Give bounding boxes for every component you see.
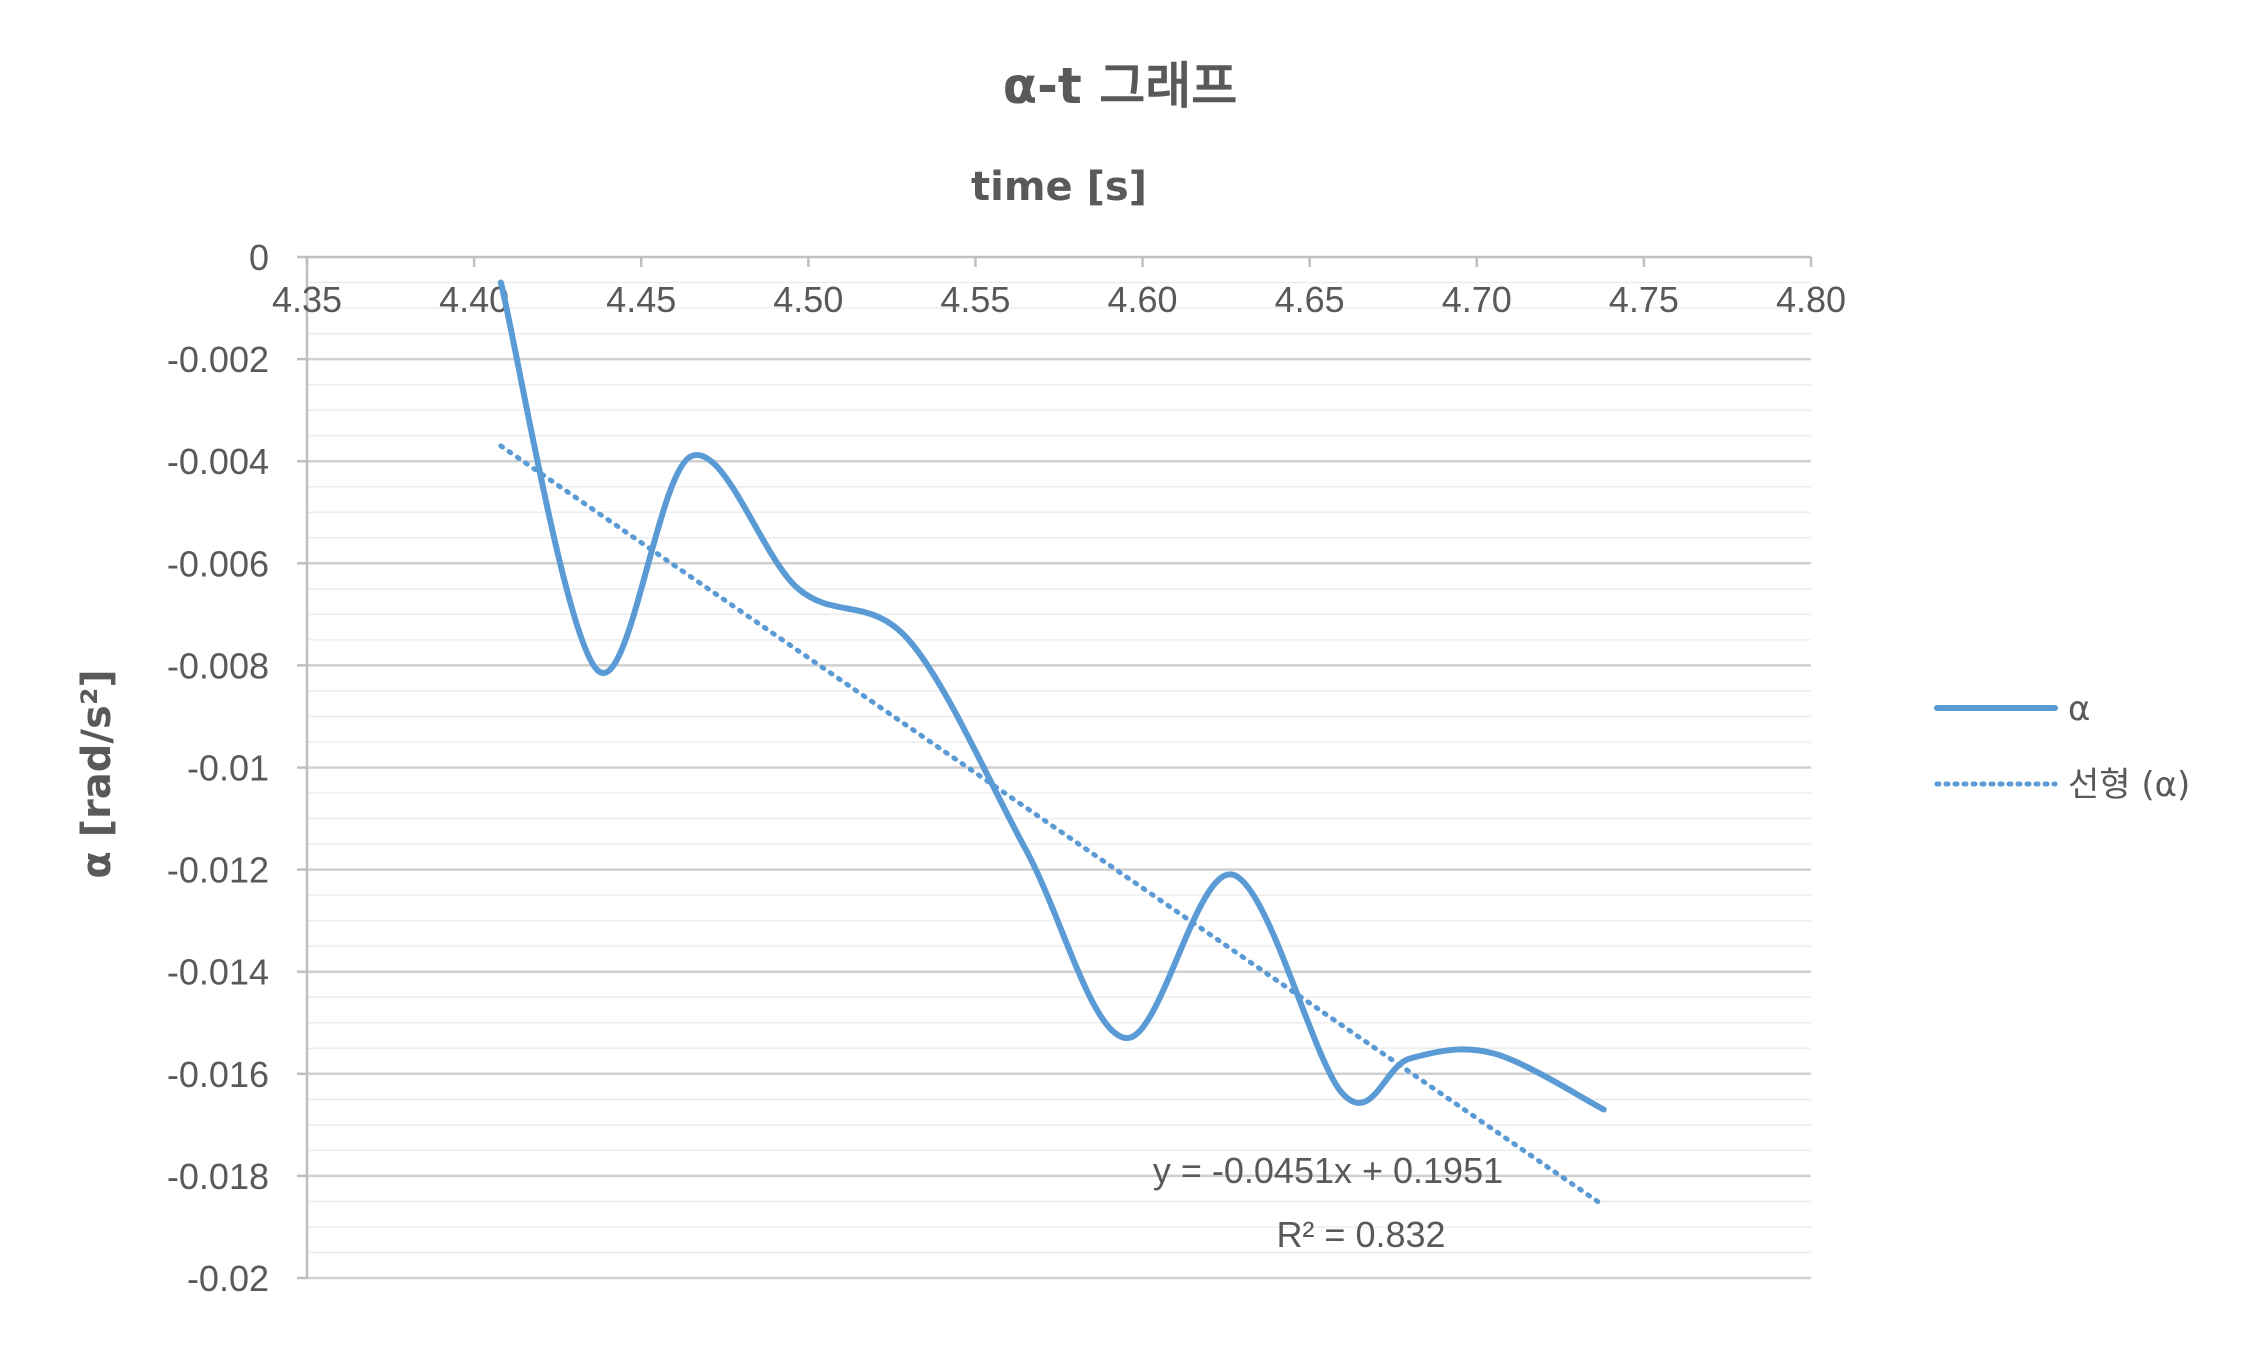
y-tick-label: -0.016	[167, 1054, 269, 1095]
y-axis-title: α [rad/s²]	[74, 669, 120, 878]
x-tick-labels: 4.35 4.40 4.45 4.50 4.55 4.60 4.65 4.70 4.75 4.80	[272, 279, 1846, 320]
y-tick-label: -0.02	[187, 1258, 269, 1299]
legend-label-alpha: α	[2068, 689, 2090, 729]
series-line-alpha	[497, 279, 1607, 1113]
y-tick-label: -0.012	[167, 850, 269, 891]
y-tick-labels: 0 -0.002 -0.004 -0.006 -0.008 -0.01 -0.012 -0.0…	[167, 237, 269, 1299]
y-tick-label: -0.002	[167, 339, 269, 380]
y-tick-label: -0.008	[167, 645, 269, 686]
x-tick-label: 4.80	[1776, 279, 1846, 320]
x-tick-label: 4.70	[1442, 279, 1512, 320]
chart-title: α-t 그래프	[1003, 57, 1237, 115]
x-tick-label: 4.75	[1609, 279, 1679, 320]
x-tick-label: 4.45	[606, 279, 676, 320]
y-tick-label: 0	[249, 237, 269, 278]
x-tick-label: 4.50	[773, 279, 843, 320]
gridlines	[307, 281, 1811, 1280]
y-tick-label: -0.006	[167, 543, 269, 584]
legend: α 선형 (α)	[1934, 689, 2190, 805]
y-tick-label: -0.014	[167, 952, 269, 993]
axes	[297, 255, 1813, 1280]
trendline-group	[498, 443, 1607, 1209]
x-tick-label: 4.60	[1108, 279, 1178, 320]
trendline	[498, 443, 1607, 1209]
y-tick-label: -0.018	[167, 1156, 269, 1197]
y-tick-label: -0.01	[187, 748, 269, 789]
x-tick-label: 4.35	[272, 279, 342, 320]
trendline-r-squared: R² = 0.832	[1276, 1214, 1445, 1255]
y-tick-label: -0.004	[167, 441, 269, 482]
x-tick-label: 4.40	[439, 279, 509, 320]
legend-label-trendline: 선형 (α)	[2068, 765, 2190, 805]
series-group	[497, 279, 1607, 1113]
x-axis-title: time [s]	[971, 164, 1147, 210]
trendline-equation: y = -0.0451x + 0.1951	[1153, 1150, 1503, 1191]
x-tick-label: 4.55	[940, 279, 1010, 320]
x-tick-label: 4.65	[1275, 279, 1345, 320]
